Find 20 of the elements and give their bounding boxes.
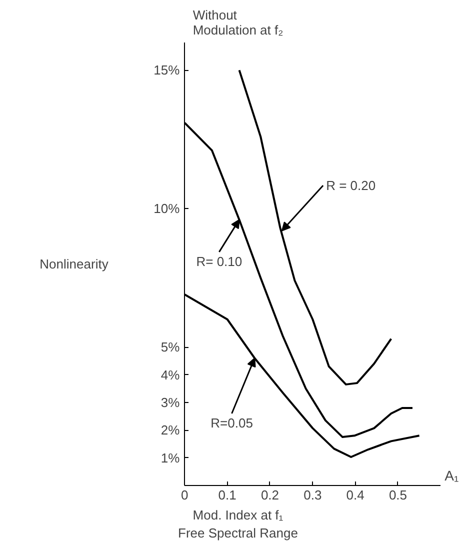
y-tick-label: 4% <box>160 367 180 382</box>
x-tick-label: 0.3 <box>304 488 322 502</box>
y-tick-label: 3% <box>160 394 180 410</box>
x-tick-label: 0.4 <box>346 488 364 502</box>
y-tick-label: 2% <box>160 422 180 438</box>
y-axis-title: Nonlinearity <box>40 256 109 272</box>
annotation: R= 0.10 <box>196 254 242 269</box>
y-tick-label: 10% <box>154 201 180 216</box>
chart-title: Without Modulation at f₂ <box>192 8 284 38</box>
annotation: R=0.05 <box>210 416 253 431</box>
text: A₁ <box>444 468 459 484</box>
x-tick-label: 0.2 <box>260 488 280 502</box>
y-tick-label: 1% <box>160 450 180 466</box>
x-tick-label: 0.1 <box>218 488 236 502</box>
x-axis-title: Mod. Index at f₁ Free Spectral Range <box>178 508 298 540</box>
x-tick-label: 0.5 <box>388 488 408 502</box>
y-tick-label: 15% <box>154 62 180 78</box>
x-tick-label: 0 <box>181 488 188 502</box>
annotation: R = 0.20 <box>326 178 376 193</box>
y-tick-label: 5% <box>160 340 180 355</box>
